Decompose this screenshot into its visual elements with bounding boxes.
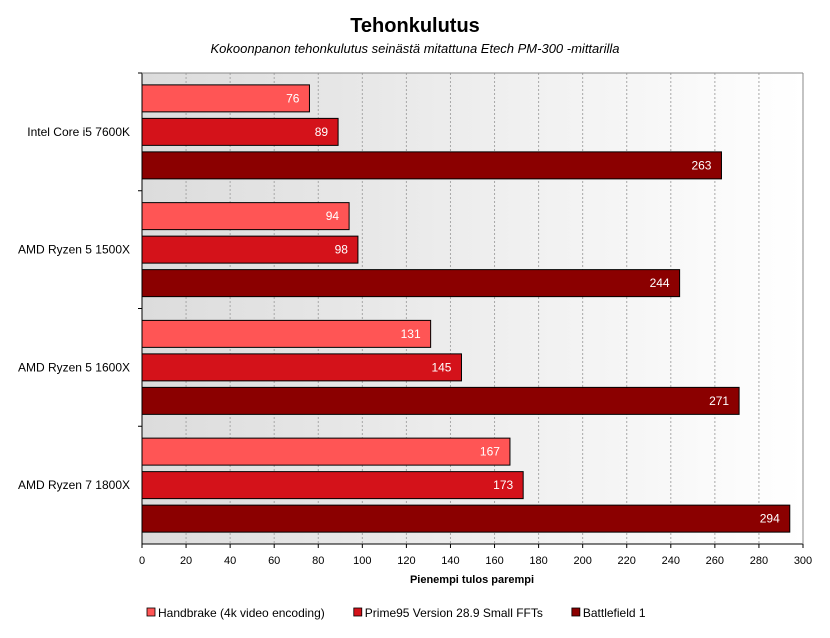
bar-value-label: 131 bbox=[401, 327, 421, 341]
legend-swatch bbox=[146, 607, 156, 617]
x-tick-label: 280 bbox=[750, 555, 768, 567]
category-labels: Intel Core i5 7600K AMD Ryzen 5 1500X AMD … bbox=[18, 125, 130, 492]
x-tick-label: 40 bbox=[224, 555, 236, 567]
x-tick-label: 200 bbox=[573, 555, 591, 567]
legend-label: Battlefield 1 bbox=[583, 606, 646, 620]
x-tick-label: 180 bbox=[529, 555, 547, 567]
bar-value-label: 98 bbox=[335, 243, 349, 257]
x-tick-label: 260 bbox=[706, 555, 724, 567]
bar-value-label: 94 bbox=[326, 209, 340, 223]
category-label: Intel Core i5 7600K bbox=[27, 125, 130, 139]
x-tick-label: 0 bbox=[139, 555, 145, 567]
bar bbox=[141, 319, 432, 348]
x-tick-label: 20 bbox=[180, 555, 192, 567]
x-tick-labels: 0 20 40 60 80 100 120 140 160 180 200 220 240 260 280 3… bbox=[139, 555, 812, 567]
x-tick-label: 240 bbox=[662, 555, 680, 567]
bar bbox=[141, 202, 350, 231]
category-label: AMD Ryzen 5 1500X bbox=[18, 243, 130, 257]
bar bbox=[141, 504, 791, 533]
bar bbox=[141, 437, 511, 466]
bar bbox=[141, 353, 462, 382]
legend: Handbrake (4k video encoding) Prime95 Ver… bbox=[146, 606, 646, 620]
bar-value-label: 263 bbox=[691, 158, 711, 172]
x-axis-label: Pienempi tulos parempi bbox=[410, 574, 534, 586]
bar-value-label: 173 bbox=[493, 478, 513, 492]
bar bbox=[141, 386, 740, 415]
x-tick-label: 220 bbox=[618, 555, 636, 567]
bar-value-label: 271 bbox=[709, 394, 729, 408]
axes bbox=[138, 72, 804, 548]
chart-title: Tehonkulutus bbox=[350, 15, 480, 37]
legend-swatch bbox=[571, 607, 581, 617]
legend-label: Handbrake (4k video encoding) bbox=[158, 606, 325, 620]
bar-value-label: 145 bbox=[431, 360, 451, 374]
bar-value-label: 167 bbox=[480, 445, 500, 459]
bar bbox=[141, 269, 681, 298]
chart-subtitle: Kokoonpanon tehonkulutus seinästä mitatt… bbox=[210, 41, 619, 56]
bar bbox=[141, 151, 722, 180]
category-label: AMD Ryzen 5 1600X bbox=[18, 360, 130, 374]
bar-value-label: 89 bbox=[315, 125, 329, 139]
bar-value-label: 294 bbox=[760, 512, 780, 526]
category-label: AMD Ryzen 7 1800X bbox=[18, 478, 130, 492]
x-tick-label: 60 bbox=[268, 555, 280, 567]
x-tick-label: 120 bbox=[397, 555, 415, 567]
x-tick-label: 100 bbox=[353, 555, 371, 567]
x-tick-label: 140 bbox=[441, 555, 459, 567]
bar-value-label: 244 bbox=[650, 276, 670, 290]
legend-swatch bbox=[353, 607, 363, 617]
x-tick-label: 80 bbox=[312, 555, 324, 567]
x-tick-label: 300 bbox=[794, 555, 812, 567]
bar bbox=[141, 235, 359, 264]
bar-value-label: 76 bbox=[286, 91, 300, 105]
legend-label: Prime95 Version 28.9 Small FFTs bbox=[365, 606, 543, 620]
bar bbox=[141, 117, 339, 146]
bar bbox=[141, 84, 310, 113]
bar bbox=[141, 471, 524, 500]
x-tick-label: 160 bbox=[485, 555, 503, 567]
